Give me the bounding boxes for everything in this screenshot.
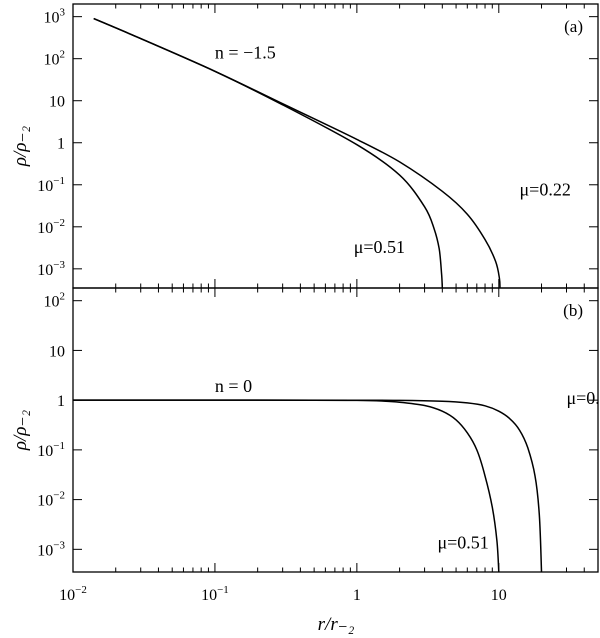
annotation-label: μ=0.51 bbox=[438, 532, 489, 552]
panel-label: (b) bbox=[563, 301, 583, 320]
x-tick-label: 10−2 bbox=[59, 584, 87, 604]
annotation-label: μ=0.51 bbox=[354, 237, 405, 257]
y-tick-label: 103 bbox=[44, 7, 66, 27]
series-line-mu-022 bbox=[73, 399, 543, 572]
plot-frame bbox=[72, 287, 599, 573]
y-tick-label: 10−2 bbox=[37, 217, 65, 237]
x-tick-label: 10 bbox=[491, 587, 507, 604]
y-tick-label: 102 bbox=[44, 49, 66, 69]
y-tick-label: 10−3 bbox=[37, 259, 65, 279]
series-line-mu-022 bbox=[93, 17, 501, 288]
annotation-label: n = 0 bbox=[215, 376, 252, 396]
annotation-label: μ=0.22 bbox=[567, 388, 600, 408]
series-line-mu-051 bbox=[73, 399, 500, 572]
y-tick-label: 10 bbox=[49, 94, 65, 111]
y-tick-label: 1 bbox=[57, 393, 65, 410]
y-tick-label: 102 bbox=[44, 291, 66, 311]
annotation-label: μ=0.22 bbox=[520, 179, 571, 199]
y-axis-label: ρ/ρ₋₂ bbox=[10, 410, 31, 452]
y-tick-label: 10−3 bbox=[37, 539, 65, 559]
x-axis-label: r/r₋₂ bbox=[318, 614, 355, 635]
y-tick-label: 10−1 bbox=[37, 175, 65, 195]
panel-a: 10−3 10−2 10−1 1 10 102 103 ρ/ρ₋₂ (a) n = −1.5 μ=0… bbox=[10, 3, 599, 289]
annotation-label: n = −1.5 bbox=[215, 43, 276, 63]
y-tick-label: 1 bbox=[57, 136, 65, 153]
x-tick-label: 1 bbox=[353, 587, 361, 604]
plot-frame bbox=[72, 3, 599, 289]
panel-label: (a) bbox=[564, 17, 583, 36]
y-tick-label: 10 bbox=[49, 343, 65, 360]
panel-b: 10−3 10−2 10−1 1 10 102 ρ/ρ₋₂ (b) n = 0 μ=0.51 μ=0… bbox=[10, 287, 600, 573]
y-tick-label: 10−1 bbox=[37, 440, 65, 460]
x-tick-label: 10−1 bbox=[201, 584, 229, 604]
shared-x-axis: 10−2 10−1 1 10 r/r₋₂ bbox=[59, 584, 507, 635]
y-tick-label: 10−2 bbox=[37, 490, 65, 510]
y-axis-label: ρ/ρ₋₂ bbox=[10, 126, 31, 168]
